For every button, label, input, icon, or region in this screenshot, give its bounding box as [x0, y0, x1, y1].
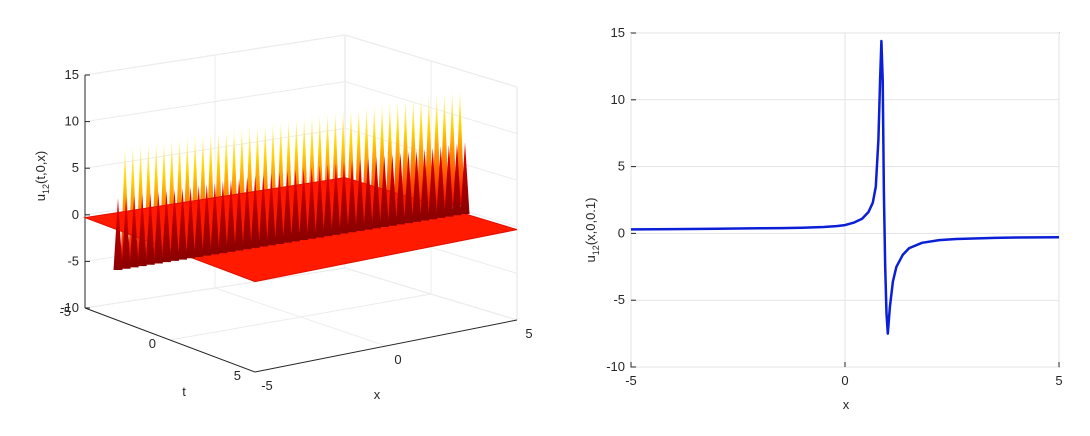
- surface-spike-down: [121, 196, 131, 269]
- line-y-tick-label: 0: [618, 225, 625, 240]
- surface-spike-down: [178, 187, 188, 260]
- surface-spike-down: [452, 143, 462, 216]
- surface-spike-down: [355, 159, 365, 231]
- line-y-tick-label: 10: [611, 92, 625, 107]
- surface-x-axis-label: x: [374, 387, 381, 402]
- surface-t-axis-label: t: [182, 384, 186, 399]
- surface-spike-down: [395, 152, 405, 225]
- surface-spike-down: [460, 142, 470, 214]
- surface-spike-down: [169, 189, 179, 261]
- surface-z-tick-label: -10: [60, 300, 79, 315]
- line-y-tick-label: 15: [611, 25, 625, 40]
- surface-spike-down: [307, 166, 317, 239]
- surface-z-tick-label: 5: [72, 160, 79, 175]
- surface-spike-down: [323, 164, 333, 237]
- surface-t-ticks: -5 0 5: [59, 304, 241, 383]
- surface-spike-down: [371, 156, 381, 229]
- surface-spike-down: [347, 160, 357, 233]
- surface-spike-down: [145, 193, 155, 265]
- line-x-tick-label: -5: [625, 373, 637, 388]
- line-plot-x-axis-label: x: [843, 397, 850, 412]
- surface-x-tick-label: 5: [525, 326, 532, 341]
- surface-spike-down: [339, 161, 349, 234]
- surface-spike-down: [194, 185, 204, 257]
- surface-spike-down: [363, 157, 373, 230]
- surface-x-tick-label: 0: [394, 352, 401, 367]
- surface-spike-down: [242, 177, 252, 250]
- surface-spike-down: [153, 191, 163, 264]
- line-y-tick-label: 5: [618, 159, 625, 174]
- surface-grid-floor-x: [214, 287, 387, 347]
- surface-spike-down: [210, 182, 220, 255]
- surface-spike-down: [436, 146, 446, 218]
- surface-spike-down: [266, 173, 276, 246]
- surface-t-axis-line: [84, 307, 256, 373]
- surface-spike-down: [161, 190, 171, 263]
- surface-spike-down: [218, 181, 228, 254]
- surface-spike-down: [387, 153, 397, 226]
- surface-x-tick-label: -5: [261, 378, 273, 393]
- surface-z-axis-label: u12(t,0,x): [33, 151, 51, 201]
- surface-spike-down: [274, 172, 284, 244]
- surface-spike-down: [113, 198, 123, 270]
- surface-z-tick-label: 15: [65, 67, 79, 82]
- line-x-tick-label: 0: [841, 373, 848, 388]
- line-plot-y-axis-label: u12(x,0,0.1): [583, 198, 601, 263]
- surface-spike-down: [404, 151, 414, 224]
- surface-z-ticks: -10 -5 0 5 10 15: [60, 67, 90, 315]
- line-plot-x-ticks: -5 0 5: [625, 362, 1063, 388]
- line-x-tick-label: 5: [1055, 373, 1062, 388]
- surface-spike-down: [379, 155, 389, 228]
- surface-spike-down: [282, 170, 292, 243]
- surface-spike-down: [226, 180, 236, 252]
- surface-spike-down: [299, 168, 309, 241]
- surface-z-tick-label: 0: [72, 207, 79, 222]
- surface-z-tick-label: 10: [65, 114, 79, 129]
- surface-spike-down: [234, 178, 244, 251]
- surface-spike-down: [420, 148, 430, 221]
- surface-spike-down: [258, 174, 268, 247]
- surface-x-ticks: -5 0 5: [261, 326, 532, 393]
- surface-axes: [84, 75, 518, 373]
- surface-spike-down: [137, 194, 147, 267]
- surface-spike-down: [202, 183, 212, 256]
- surface-spike-down: [186, 186, 196, 259]
- surface-spike-down: [291, 169, 301, 242]
- surface-spike-down: [250, 176, 260, 248]
- surface-spike-down: [412, 150, 422, 222]
- surface-z-tick-label: -5: [67, 253, 79, 268]
- line-y-tick-label: -10: [606, 359, 625, 374]
- line-series-u12: [630, 39, 1060, 335]
- line-plot-y-ticks: -10 -5 0 5 10 15: [606, 25, 636, 374]
- surface-t-tick-label: 5: [234, 368, 241, 383]
- surface-spike-down: [315, 165, 325, 238]
- line-y-tick-label: -5: [613, 292, 625, 307]
- surface-spike-down: [129, 195, 139, 268]
- surface-spike-down: [444, 144, 454, 217]
- surface-spike-down: [331, 163, 341, 235]
- surface-t-tick-label: 0: [149, 336, 156, 351]
- surface-spike-down: [428, 147, 438, 220]
- surface-t-tick-label: -5: [59, 304, 71, 319]
- surface-spikes-front: [113, 142, 470, 270]
- surface-x-axis-line: [254, 319, 518, 373]
